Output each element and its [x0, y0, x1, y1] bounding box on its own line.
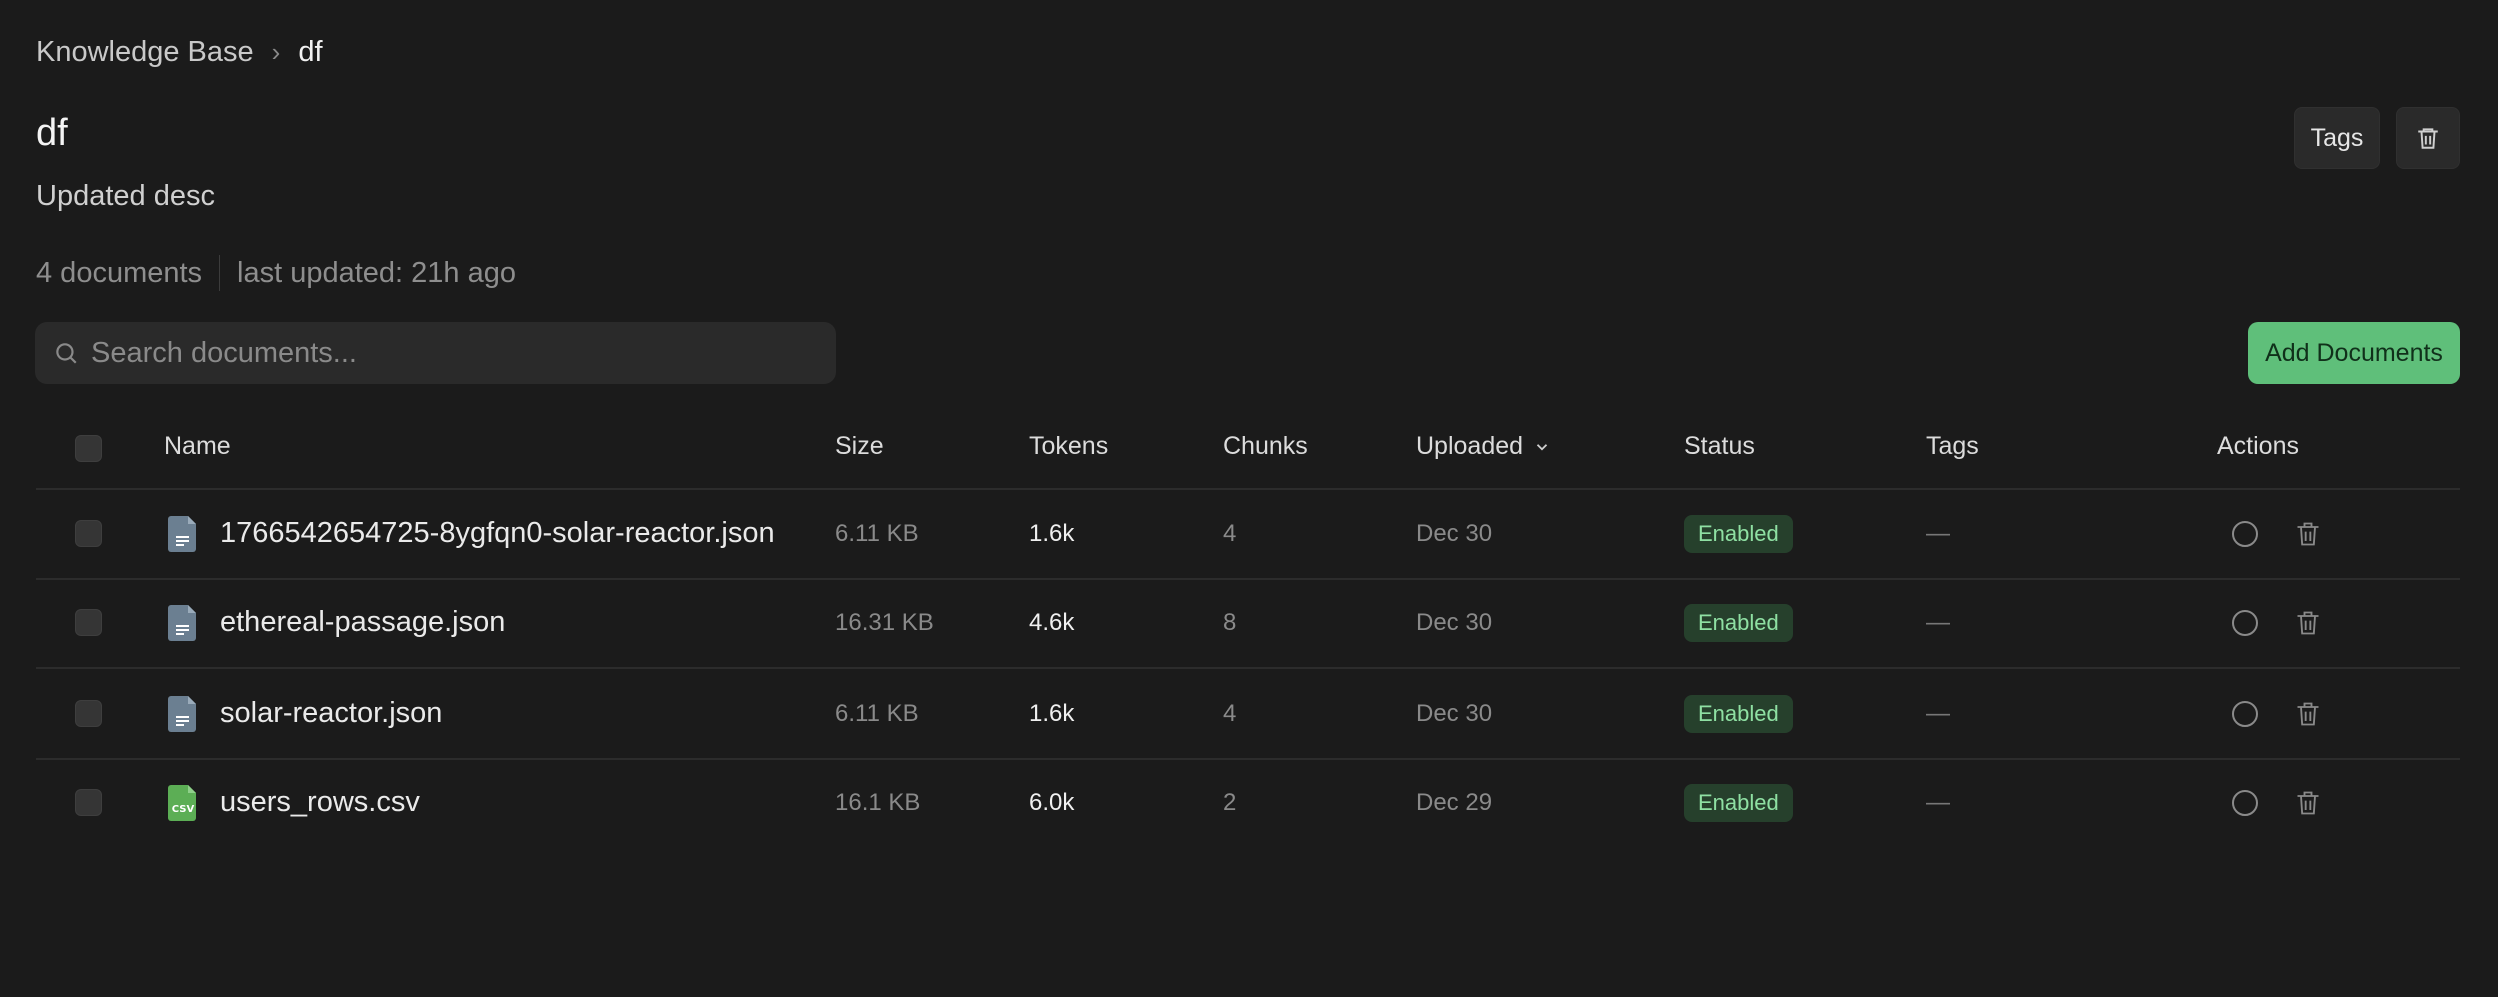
delete-document-button[interactable] [2294, 519, 2322, 554]
chevron-right-icon: › [271, 37, 281, 67]
trash-icon [2418, 128, 2438, 149]
select-all-checkbox[interactable] [75, 435, 102, 462]
chunk-count: 4 [1223, 700, 1237, 727]
file-name[interactable]: solar-reactor.json [220, 697, 443, 729]
column-tags: Tags [1926, 432, 1979, 460]
tags-empty: — [1926, 700, 1950, 727]
circle-icon [2232, 790, 2258, 816]
toggle-button[interactable] [2230, 699, 2260, 734]
delete-knowledge-base-button[interactable] [2396, 107, 2460, 169]
last-updated: last updated: 21h ago [237, 256, 517, 289]
column-uploaded[interactable]: Uploaded [1416, 432, 1551, 461]
delete-document-button[interactable] [2294, 788, 2322, 823]
row-checkbox[interactable] [75, 700, 102, 727]
row-checkbox[interactable] [75, 520, 102, 547]
delete-document-button[interactable] [2294, 699, 2322, 734]
trash-icon [2297, 611, 2319, 635]
file-name[interactable]: 1766542654725-8ygfqn0-solar-reactor.json [220, 517, 775, 549]
tags-empty: — [1926, 520, 1950, 547]
file-name[interactable]: ethereal-passage.json [220, 606, 506, 638]
document-count: 4 documents [36, 256, 203, 289]
token-count: 1.6k [1029, 700, 1075, 727]
trash-icon [2297, 522, 2319, 546]
page-description: Updated desc [36, 180, 215, 212]
column-actions: Actions [2217, 432, 2299, 460]
upload-date: Dec 30 [1416, 609, 1493, 636]
upload-date: Dec 29 [1416, 789, 1493, 816]
search-documents[interactable] [35, 322, 836, 384]
add-documents-button[interactable]: Add Documents [2248, 322, 2460, 384]
chunk-count: 2 [1223, 789, 1237, 816]
search-input[interactable] [91, 336, 791, 370]
csv-file-icon: CSV [168, 785, 196, 821]
file-icon: CSV [168, 785, 198, 826]
json-file-icon [168, 605, 196, 641]
toggle-button[interactable] [2230, 519, 2260, 554]
file-icon [168, 696, 198, 737]
breadcrumb: Knowledge Base › df [36, 36, 323, 69]
row-divider [36, 578, 2460, 580]
toggle-button[interactable] [2230, 788, 2260, 823]
file-name[interactable]: users_rows.csv [220, 786, 420, 818]
status-badge[interactable]: Enabled [1684, 784, 1793, 822]
column-name[interactable]: Name [164, 432, 231, 460]
json-file-icon [168, 696, 196, 732]
token-count: 4.6k [1029, 609, 1075, 636]
breadcrumb-current: df [298, 36, 323, 68]
column-tokens[interactable]: Tokens [1029, 432, 1109, 460]
tags-empty: — [1926, 789, 1950, 816]
svg-text:CSV: CSV [172, 804, 195, 815]
meta-info: 4 documents last updated: 21h ago [36, 255, 516, 291]
upload-date: Dec 30 [1416, 700, 1493, 727]
row-divider [36, 758, 2460, 760]
json-file-icon [168, 516, 196, 552]
status-badge[interactable]: Enabled [1684, 695, 1793, 733]
row-checkbox[interactable] [75, 609, 102, 636]
row-checkbox[interactable] [75, 789, 102, 816]
token-count: 1.6k [1029, 520, 1075, 547]
trash-icon [2297, 791, 2319, 815]
tags-empty: — [1926, 609, 1950, 636]
delete-document-button[interactable] [2294, 608, 2322, 643]
divider [219, 255, 221, 291]
file-size: 6.11 KB [835, 520, 919, 547]
chevron-down-icon [1536, 443, 1548, 451]
status-badge[interactable]: Enabled [1684, 515, 1793, 553]
toggle-button[interactable] [2230, 608, 2260, 643]
column-chunks[interactable]: Chunks [1223, 432, 1308, 460]
column-size[interactable]: Size [835, 432, 884, 460]
status-badge[interactable]: Enabled [1684, 604, 1793, 642]
header-divider [36, 488, 2460, 490]
row-divider [36, 667, 2460, 669]
circle-icon [2232, 610, 2258, 636]
file-size: 16.1 KB [835, 789, 921, 816]
column-uploaded-label: Uploaded [1416, 432, 1524, 460]
column-status[interactable]: Status [1684, 432, 1755, 460]
upload-date: Dec 30 [1416, 520, 1493, 547]
circle-icon [2232, 521, 2258, 547]
file-icon [168, 516, 198, 557]
chunk-count: 4 [1223, 520, 1237, 547]
search-icon [56, 343, 77, 364]
file-icon [168, 605, 198, 646]
tags-button[interactable]: Tags [2294, 107, 2380, 169]
breadcrumb-knowledge-base[interactable]: Knowledge Base [36, 36, 254, 68]
page-title: df [36, 112, 68, 154]
token-count: 6.0k [1029, 789, 1075, 816]
file-size: 6.11 KB [835, 700, 919, 727]
trash-icon [2297, 702, 2319, 726]
circle-icon [2232, 701, 2258, 727]
chunk-count: 8 [1223, 609, 1237, 636]
file-size: 16.31 KB [835, 609, 934, 636]
